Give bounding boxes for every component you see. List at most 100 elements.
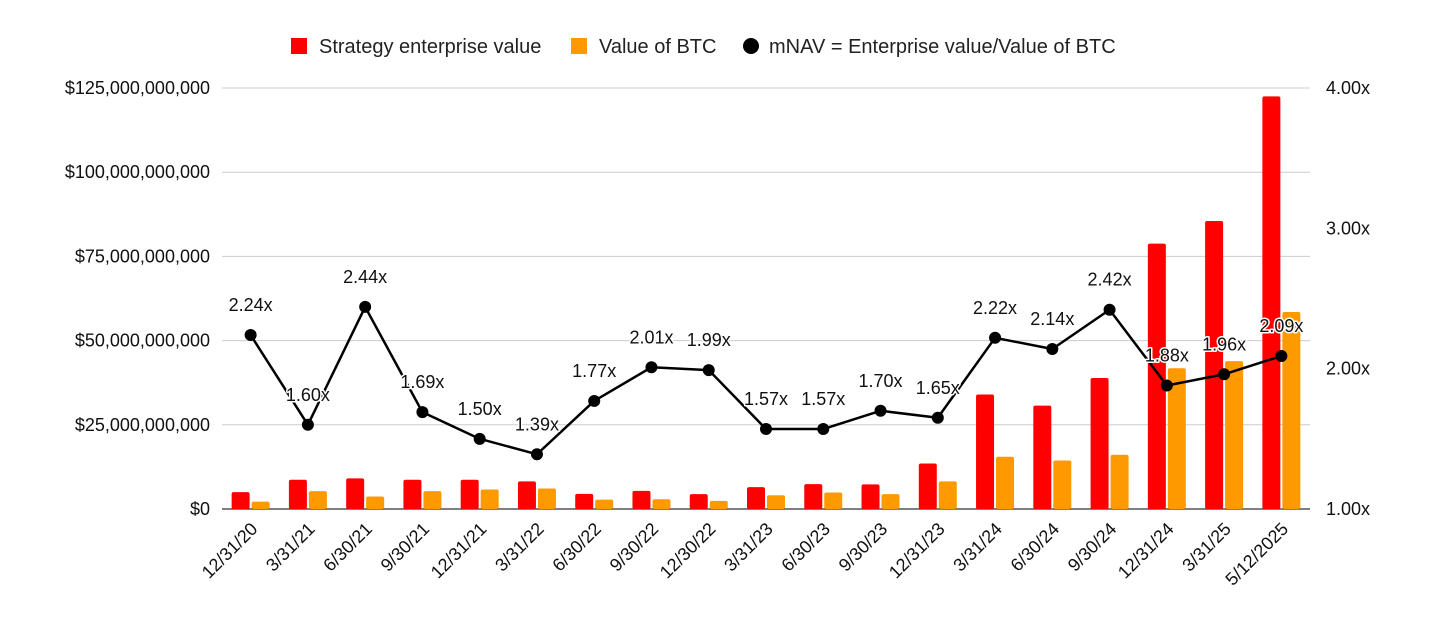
mnav-point bbox=[931, 411, 944, 424]
x-tick-label: 3/31/22 bbox=[491, 519, 548, 576]
mnav-point bbox=[1103, 303, 1116, 316]
mnav-point bbox=[874, 404, 887, 417]
mnav-point bbox=[1218, 368, 1231, 381]
left-tick-label: $50,000,000,000 bbox=[75, 331, 210, 351]
bar-enterprise-value bbox=[1147, 243, 1166, 509]
mnav-data-label: 1.50x bbox=[458, 399, 502, 419]
x-tick-label: 12/31/20 bbox=[198, 519, 262, 583]
x-tick-label: 6/30/23 bbox=[777, 519, 834, 576]
mnav-data-label: 2.44x bbox=[343, 267, 387, 287]
right-tick-label: 2.00x bbox=[1326, 359, 1370, 379]
left-tick-label: $75,000,000,000 bbox=[75, 246, 210, 266]
x-tick-label: 9/30/23 bbox=[835, 519, 892, 576]
legend-swatch-1 bbox=[571, 38, 587, 54]
x-tick-label: 3/31/21 bbox=[262, 519, 319, 576]
bar-value-of-btc bbox=[1225, 361, 1244, 509]
bar-value-of-btc bbox=[881, 494, 900, 509]
mnav-data-label: 1.60x bbox=[286, 385, 330, 405]
x-tick-label: 12/31/21 bbox=[427, 519, 491, 583]
bar-value-of-btc bbox=[1110, 454, 1129, 509]
bar-enterprise-value bbox=[1205, 221, 1224, 509]
x-tick-label: 6/30/22 bbox=[548, 519, 605, 576]
bar-value-of-btc bbox=[652, 499, 671, 509]
mnav-data-label: 1.88x bbox=[1145, 346, 1189, 366]
mnav-line bbox=[244, 300, 1288, 461]
left-axis: $0 $25,000,000,000 $50,000,000,000 $75,000,… bbox=[65, 78, 210, 519]
bar-value-of-btc bbox=[767, 495, 785, 509]
mnav-data-label: 2.42x bbox=[1088, 270, 1132, 290]
bar-enterprise-value bbox=[575, 493, 594, 509]
x-tick-label: 3/31/24 bbox=[949, 519, 1006, 576]
gridlines bbox=[222, 87, 1310, 510]
mnav-data-label: 2.14x bbox=[1030, 309, 1074, 329]
bar-enterprise-value bbox=[747, 487, 765, 509]
mnav-point bbox=[645, 361, 658, 374]
right-tick-label: 3.00x bbox=[1326, 218, 1370, 238]
bar-enterprise-value bbox=[403, 479, 422, 509]
mnav-point bbox=[989, 331, 1002, 344]
mnav-data-label: 1.96x bbox=[1202, 334, 1246, 354]
mnav-point bbox=[359, 300, 372, 313]
bar-value-of-btc bbox=[366, 496, 385, 509]
x-tick-label: 9/30/24 bbox=[1064, 519, 1121, 576]
mnav-data-label: 2.24x bbox=[229, 295, 273, 315]
mnav-data-label: 1.65x bbox=[916, 378, 960, 398]
mnav-point bbox=[1160, 379, 1173, 392]
legend: Strategy enterprise value Value of BTC mNA… bbox=[291, 36, 1116, 58]
mnav-data-label: 1.57x bbox=[801, 389, 845, 409]
mnav-data-label: 2.09x bbox=[1259, 316, 1303, 336]
bar-value-of-btc bbox=[824, 492, 843, 509]
x-tick-label: 3/31/23 bbox=[720, 519, 777, 576]
data-labels: 2.24x 1.60x 2.44x 1.69x 1.50x 1.39x 1.77x 2.01x… bbox=[227, 265, 1305, 435]
bar-value-of-btc bbox=[1167, 368, 1186, 509]
bar-enterprise-value bbox=[460, 479, 479, 509]
x-tick-label: 9/30/22 bbox=[606, 519, 663, 576]
bar-value-of-btc bbox=[423, 491, 442, 509]
mnav-data-label: 1.70x bbox=[859, 371, 903, 391]
bar-value-of-btc bbox=[1053, 460, 1072, 509]
bar-enterprise-value bbox=[918, 463, 937, 509]
mnav-data-label: 2.22x bbox=[973, 298, 1017, 318]
mnav-data-label: 2.01x bbox=[629, 327, 673, 347]
bar-enterprise-value bbox=[804, 484, 823, 509]
mnav-point bbox=[473, 432, 486, 445]
mnav-point bbox=[588, 394, 601, 407]
left-tick-label: $0 bbox=[190, 499, 210, 519]
legend-label-1: Value of BTC bbox=[599, 36, 716, 58]
mnav-point bbox=[1046, 343, 1059, 356]
bar-enterprise-value bbox=[1262, 96, 1281, 510]
bars bbox=[231, 96, 1301, 510]
mnav-data-label: 1.57x bbox=[744, 389, 788, 409]
mnav-point bbox=[416, 406, 429, 419]
mnav-point bbox=[1275, 350, 1288, 363]
legend-label-2: mNAV = Enterprise value/Value of BTC bbox=[769, 36, 1116, 58]
x-tick-label: 12/30/22 bbox=[656, 519, 720, 583]
x-tick-label: 3/31/25 bbox=[1178, 519, 1235, 576]
mnav-point bbox=[702, 364, 715, 377]
bar-value-of-btc bbox=[1282, 311, 1301, 509]
right-tick-label: 4.00x bbox=[1326, 78, 1370, 98]
mnav-data-label: 1.69x bbox=[400, 372, 444, 392]
left-tick-label: $25,000,000,000 bbox=[75, 415, 210, 435]
bar-enterprise-value bbox=[288, 479, 307, 509]
mnav-data-label: 1.99x bbox=[687, 330, 731, 350]
mnav-point bbox=[244, 328, 257, 341]
bar-enterprise-value bbox=[1033, 405, 1052, 509]
legend-label-0: Strategy enterprise value bbox=[319, 36, 541, 58]
bar-enterprise-value bbox=[632, 490, 651, 509]
x-tick-label: 5/12/2025 bbox=[1221, 519, 1292, 590]
x-tick-label: 6/30/21 bbox=[319, 519, 376, 576]
x-tick-label: 12/31/23 bbox=[885, 519, 949, 583]
left-tick-label: $125,000,000,000 bbox=[65, 78, 210, 98]
bar-value-of-btc bbox=[996, 456, 1015, 509]
mnav-point bbox=[301, 418, 314, 431]
bar-value-of-btc bbox=[308, 491, 327, 509]
bar-enterprise-value bbox=[861, 484, 880, 509]
bar-enterprise-value bbox=[346, 478, 365, 509]
legend-swatch-2 bbox=[743, 38, 759, 54]
bar-value-of-btc bbox=[480, 489, 499, 509]
bar-enterprise-value bbox=[1090, 377, 1109, 509]
mnav-data-label: 1.77x bbox=[572, 361, 616, 381]
